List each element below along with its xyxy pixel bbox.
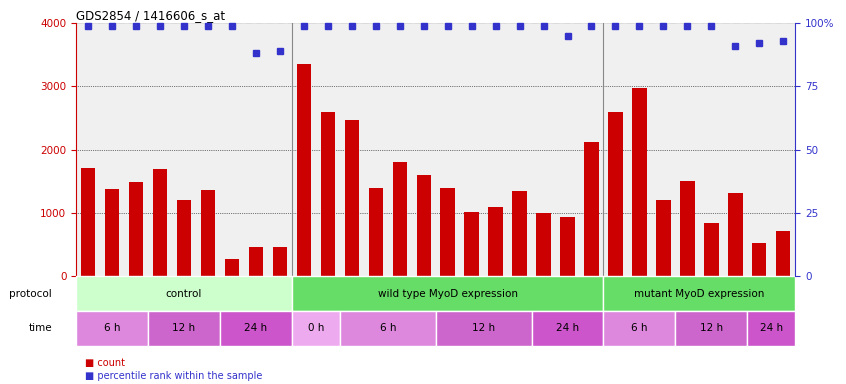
Text: 6 h: 6 h bbox=[631, 323, 648, 333]
Bar bbox=[81, 167, 96, 276]
Bar bbox=[393, 162, 407, 276]
Bar bbox=[585, 142, 599, 276]
Bar bbox=[656, 200, 671, 276]
Bar bbox=[560, 217, 574, 276]
Text: wild type MyoD expression: wild type MyoD expression bbox=[377, 289, 518, 299]
Text: mutant MyoD expression: mutant MyoD expression bbox=[634, 289, 765, 299]
Bar bbox=[675, 311, 747, 346]
Bar bbox=[632, 88, 646, 276]
Bar bbox=[220, 311, 292, 346]
Bar bbox=[747, 311, 795, 346]
Bar bbox=[321, 112, 335, 276]
Bar bbox=[76, 276, 292, 311]
Text: 6 h: 6 h bbox=[104, 323, 120, 333]
Bar bbox=[728, 194, 743, 276]
Text: 24 h: 24 h bbox=[244, 323, 267, 333]
Bar bbox=[436, 311, 531, 346]
Text: 12 h: 12 h bbox=[173, 323, 195, 333]
Bar bbox=[464, 212, 479, 276]
Text: 12 h: 12 h bbox=[700, 323, 723, 333]
Bar bbox=[416, 175, 431, 276]
Bar bbox=[488, 207, 503, 276]
Text: ■ count: ■ count bbox=[85, 358, 124, 368]
Bar bbox=[177, 200, 191, 276]
Bar bbox=[201, 190, 215, 276]
Bar bbox=[603, 276, 795, 311]
Bar bbox=[76, 311, 148, 346]
Text: protocol: protocol bbox=[9, 289, 52, 299]
Bar bbox=[153, 169, 168, 276]
Text: control: control bbox=[166, 289, 202, 299]
Bar bbox=[608, 112, 623, 276]
Text: 12 h: 12 h bbox=[472, 323, 495, 333]
Bar bbox=[129, 182, 143, 276]
Text: 0 h: 0 h bbox=[308, 323, 324, 333]
Text: GDS2854 / 1416606_s_at: GDS2854 / 1416606_s_at bbox=[76, 9, 225, 22]
Bar bbox=[536, 213, 551, 276]
Bar bbox=[225, 259, 239, 276]
Text: 6 h: 6 h bbox=[380, 323, 396, 333]
Bar bbox=[148, 311, 220, 346]
Bar bbox=[531, 311, 603, 346]
Bar bbox=[680, 181, 695, 276]
Bar bbox=[292, 276, 603, 311]
Bar bbox=[344, 120, 359, 276]
Bar bbox=[105, 189, 119, 276]
Bar bbox=[272, 247, 287, 276]
Bar bbox=[603, 311, 675, 346]
Bar bbox=[292, 311, 340, 346]
Bar bbox=[340, 311, 436, 346]
Text: 24 h: 24 h bbox=[760, 323, 783, 333]
Bar bbox=[297, 64, 311, 276]
Bar bbox=[752, 243, 766, 276]
Bar bbox=[441, 188, 455, 276]
Bar bbox=[704, 223, 718, 276]
Text: ■ percentile rank within the sample: ■ percentile rank within the sample bbox=[85, 371, 262, 381]
Bar bbox=[369, 188, 383, 276]
Text: 24 h: 24 h bbox=[556, 323, 580, 333]
Bar bbox=[776, 232, 790, 276]
Text: time: time bbox=[29, 323, 52, 333]
Bar bbox=[249, 247, 263, 276]
Bar bbox=[513, 191, 527, 276]
